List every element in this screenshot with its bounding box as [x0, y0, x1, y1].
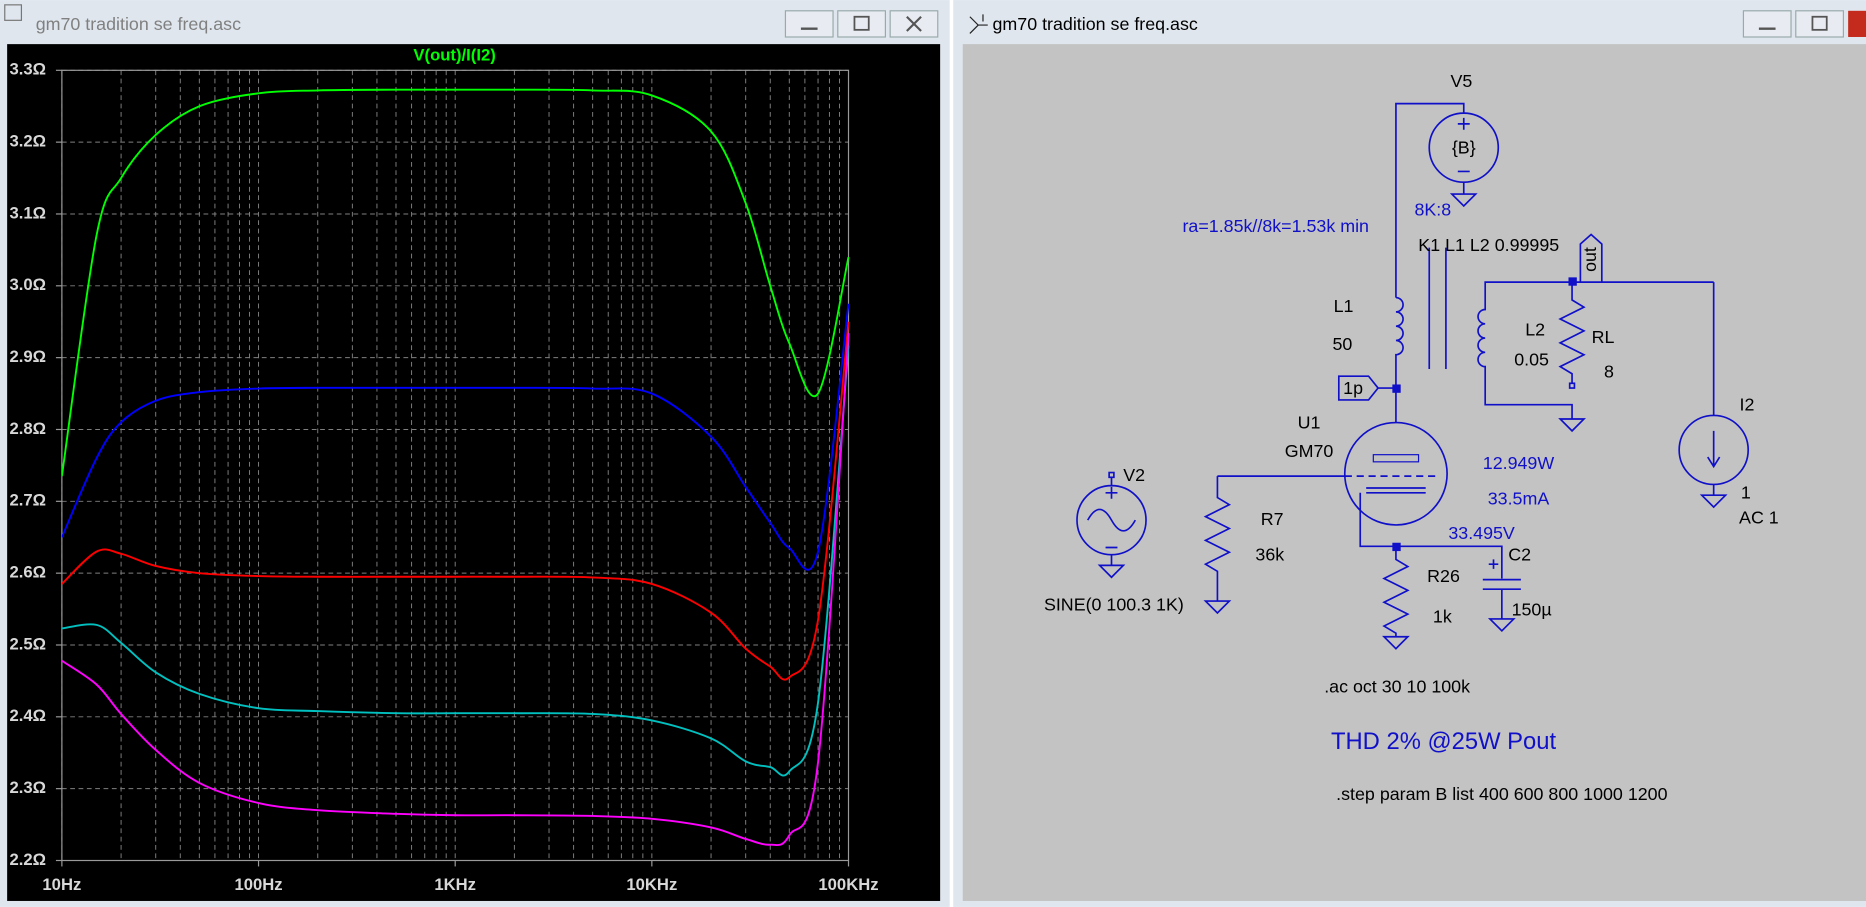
source-symbol: [1449, 117, 1478, 208]
current-source: [1678, 414, 1750, 486]
component-name: I2: [1740, 395, 1755, 415]
schematic-window-buttons: [1742, 10, 1866, 38]
schematic: [1076, 102, 1750, 650]
component-value: AC 1: [1739, 508, 1779, 528]
y-tick-label: 2.5Ω: [10, 634, 47, 653]
wire: [1395, 102, 1465, 298]
directive: K1 L1 L2 0.99995: [1418, 235, 1559, 255]
arrow: [1707, 430, 1721, 469]
schematic-window-icon: [969, 14, 988, 34]
schematic-window-title: gm70 tradition se freq.asc: [993, 14, 1198, 34]
component-name: R7: [1261, 509, 1284, 529]
component-value: 1: [1741, 483, 1751, 503]
schematic-labels: V5 {B} 8K:8 ra=1.85k//8k=1.53k min K1 L1…: [1044, 71, 1779, 804]
component-value: 1k: [1433, 606, 1452, 626]
y-tick-label: 3.1Ω: [10, 203, 47, 222]
net-label: out: [1580, 247, 1600, 272]
series-line: [61, 321, 850, 681]
component-value: 0.05: [1514, 349, 1549, 369]
resistor-rl: [1558, 282, 1586, 384]
series-line: [61, 333, 850, 847]
y-tick-label: 3.0Ω: [10, 275, 47, 294]
series-line: [61, 303, 850, 571]
component-value: {B}: [1452, 138, 1476, 158]
pin: [1568, 382, 1576, 389]
inductor-l1: [1395, 296, 1404, 423]
maximize-button[interactable]: [837, 10, 886, 38]
component-value: GM70: [1285, 441, 1334, 461]
transformer-core: [1428, 247, 1447, 370]
series-line: [61, 88, 850, 477]
component-name: L1: [1334, 296, 1354, 316]
y-tick-label: 2.9Ω: [10, 347, 47, 366]
x-tick-label: 10KHz: [626, 875, 677, 894]
plot: 2.2Ω 2.3Ω 2.4Ω 2.5Ω 2.6Ω 2.7Ω 2.8Ω 2.9Ω 3.0Ω 3.1Ω…: [10, 60, 879, 894]
x-tick-label: 1KHz: [434, 875, 476, 894]
annotation: 33.495V: [1448, 523, 1515, 543]
tube-plate: [1372, 454, 1420, 463]
wire: [1699, 282, 1728, 509]
maximize-icon: [853, 15, 870, 31]
component-name: R26: [1427, 566, 1460, 586]
annotation: THD 2% @25W Pout: [1331, 728, 1557, 755]
component-value: 36k: [1255, 545, 1284, 565]
junction: [1392, 384, 1401, 393]
close-button[interactable]: [1848, 10, 1866, 37]
component-value: 8: [1604, 361, 1614, 381]
plot-area-background: [7, 44, 941, 901]
schematic-canvas: [962, 44, 1866, 901]
component-name: V2: [1123, 465, 1145, 485]
component-value: SINE(0 100.3 1K): [1044, 595, 1184, 615]
close-icon: [906, 15, 922, 32]
y-tick-label: 3.2Ω: [10, 132, 47, 151]
minimize-button[interactable]: [1742, 10, 1792, 38]
capacitor-c2: [1482, 559, 1521, 632]
x-tick-label: 10Hz: [42, 875, 81, 894]
directive: .step param B list 400 600 800 1000 1200: [1336, 784, 1667, 804]
y-tick-label: 2.7Ω: [10, 491, 47, 510]
plot-window-buttons: [784, 10, 939, 38]
net-label: 1p: [1343, 378, 1363, 398]
y-tick-label: 2.6Ω: [10, 563, 47, 582]
tube-cathode: [1359, 487, 1503, 579]
directive: .ac oct 30 10 100k: [1324, 677, 1470, 697]
component-name: L2: [1525, 320, 1545, 340]
maximize-button[interactable]: [1795, 10, 1844, 38]
y-tick-label: 3.3Ω: [10, 60, 47, 79]
y-tick-label: 2.2Ω: [10, 850, 47, 869]
tube-envelope: [1343, 421, 1448, 526]
source-symbol: [1086, 477, 1137, 579]
component-name: C2: [1508, 545, 1531, 565]
x-tick-label: 100Hz: [234, 875, 282, 894]
plot-window-icon: [4, 4, 23, 21]
y-tick-label: 2.8Ω: [10, 419, 47, 438]
annotation: ra=1.85k//8k=1.53k min: [1182, 216, 1368, 236]
pin: [1108, 471, 1115, 479]
plot-border: [61, 69, 850, 862]
component-value: 50: [1332, 334, 1352, 354]
minimize-button[interactable]: [784, 10, 834, 38]
y-tick-label: 2.4Ω: [10, 706, 47, 725]
chart-title: V(out)/I(I2): [413, 45, 495, 64]
net-flag: [1579, 233, 1603, 283]
resistor-r7: [1203, 476, 1232, 615]
junction: [1568, 277, 1577, 286]
component-name: U1: [1298, 412, 1321, 432]
annotation: 12.949W: [1483, 453, 1555, 473]
plot-window-title: gm70 tradition se freq.asc: [36, 14, 241, 34]
annotation: 33.5mA: [1488, 489, 1550, 509]
component-name: V5: [1450, 71, 1472, 91]
maximize-icon: [1811, 15, 1828, 31]
inductor-l2: [1477, 281, 1714, 433]
y-tick-label: 2.3Ω: [10, 778, 47, 797]
series-line: [61, 345, 850, 777]
component-value: 150µ: [1512, 599, 1552, 619]
x-tick-label: 100KHz: [818, 875, 878, 894]
resistor-r26: [1382, 546, 1410, 650]
annotation: 8K:8: [1414, 199, 1451, 219]
component-name: RL: [1592, 327, 1615, 347]
